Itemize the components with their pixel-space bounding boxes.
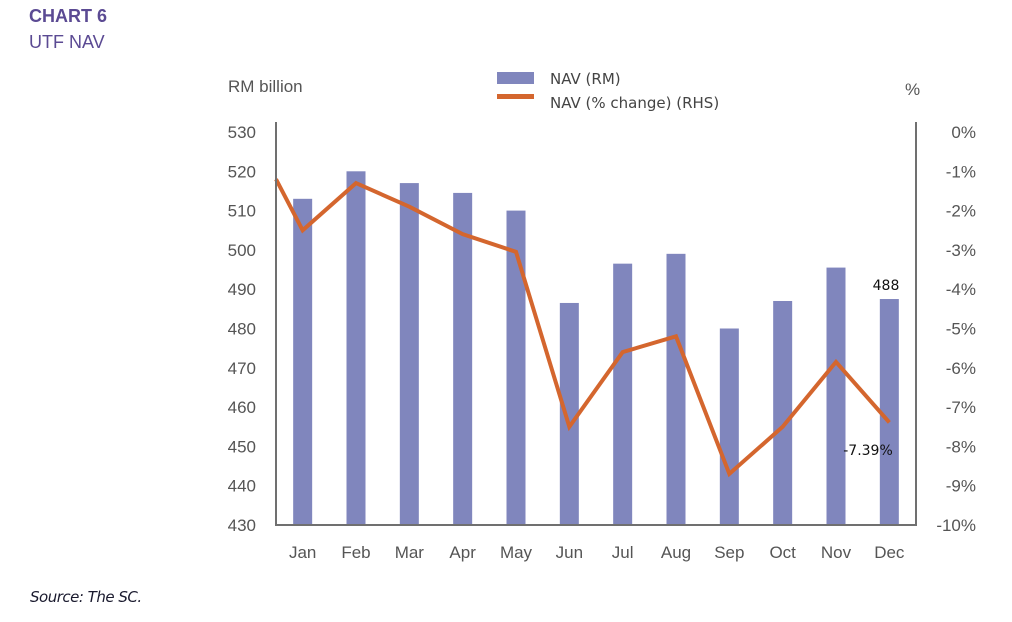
x-tick-label: Feb xyxy=(341,543,370,562)
x-tick-label: Aug xyxy=(661,543,691,562)
bar-jul xyxy=(613,263,633,525)
x-tick-label: Oct xyxy=(769,543,796,562)
y-left-tick-label: 440 xyxy=(228,477,256,496)
y-right-tick-label: -3% xyxy=(946,241,976,260)
y-right-tick-label: -9% xyxy=(946,477,976,496)
y-left-ticks: 530 520 510 500 490 480 470 460 450 440 430 xyxy=(228,123,256,535)
data-label-dec-nav: 488 xyxy=(873,278,900,294)
y-right-tick-label: -7% xyxy=(946,398,976,417)
legend: NAV (RM) NAV (% change) (RHS) xyxy=(497,70,719,112)
data-label-dec-change: -7.39% xyxy=(843,443,893,459)
y-right-tick-label: -8% xyxy=(946,437,976,456)
legend-label-line: NAV (% change) (RHS) xyxy=(550,94,719,112)
x-tick-label: Sep xyxy=(714,543,744,562)
x-tick-label: Jan xyxy=(289,543,316,562)
y-right-tick-label: 0% xyxy=(951,123,976,142)
y-right-tick-label: -5% xyxy=(946,320,976,339)
chart-number: CHART 6 xyxy=(29,6,108,26)
bar-jan xyxy=(293,198,313,525)
bar-jun xyxy=(559,302,579,525)
bar-mar xyxy=(399,183,419,525)
y-right-tick-label: -4% xyxy=(946,280,976,299)
line-series xyxy=(274,178,891,478)
x-tick-label: Apr xyxy=(449,543,476,562)
y-left-tick-label: 450 xyxy=(228,437,256,456)
y-left-tick-label: 520 xyxy=(228,162,256,181)
bar-apr xyxy=(453,192,473,526)
source-note: Source: The SC. xyxy=(30,588,142,606)
x-tick-label: Nov xyxy=(821,543,852,562)
x-ticks: Jan Feb Mar Apr May Jun Jul Aug Sep Oct Nov Dec xyxy=(289,543,905,562)
legend-label-bar: NAV (RM) xyxy=(550,70,621,88)
y-left-axis-title: RM billion xyxy=(228,77,303,96)
y-left-tick-label: 490 xyxy=(228,280,256,299)
y-left-tick-label: 480 xyxy=(228,320,256,339)
y-right-tick-label: -1% xyxy=(946,162,976,181)
y-left-tick-label: 510 xyxy=(228,202,256,221)
x-tick-label: Jul xyxy=(612,543,634,562)
y-left-tick-label: 500 xyxy=(228,241,256,260)
y-left-tick-label: 460 xyxy=(228,398,256,417)
y-right-axis-title: % xyxy=(905,80,920,99)
bar-series xyxy=(293,171,899,526)
y-left-tick-label: 530 xyxy=(228,123,256,142)
y-left-tick-label: 470 xyxy=(228,359,256,378)
bar-nov xyxy=(826,267,846,525)
y-right-tick-label: -10% xyxy=(936,516,976,535)
x-tick-label: Mar xyxy=(395,543,425,562)
y-right-ticks: 0% -1% -2% -3% -4% -5% -6% -7% -8% -9% -10% xyxy=(936,123,976,535)
y-right-tick-label: -2% xyxy=(946,202,976,221)
chart-title: UTF NAV xyxy=(29,32,105,52)
x-tick-label: May xyxy=(500,543,533,562)
bar-may xyxy=(506,210,526,525)
legend-swatch-bar xyxy=(497,72,534,84)
legend-swatch-line xyxy=(497,94,534,99)
bar-aug xyxy=(666,253,686,525)
line-nav-change xyxy=(274,178,891,478)
bar-feb xyxy=(346,171,366,526)
y-left-tick-label: 430 xyxy=(228,516,256,535)
x-tick-label: Dec xyxy=(874,543,905,562)
bar-sep xyxy=(719,328,739,525)
x-tick-label: Jun xyxy=(556,543,583,562)
bar-oct xyxy=(773,300,793,525)
bar-dec xyxy=(879,299,899,525)
y-right-tick-label: -6% xyxy=(946,359,976,378)
